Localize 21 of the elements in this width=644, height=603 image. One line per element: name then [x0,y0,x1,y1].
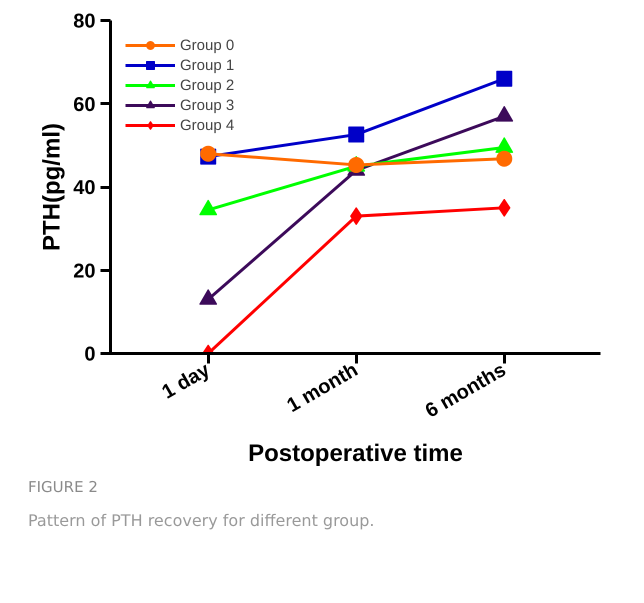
y-tick-label: 80 [73,10,96,32]
point [200,146,216,162]
x-tick-label: 1 day [158,358,214,404]
point [496,70,512,87]
caption: FIGURE 2 [28,477,98,498]
point [348,126,364,143]
y-axis-title: PTH(pg/ml) [38,123,66,251]
legend-label: Group 2 [180,76,234,94]
point [496,150,512,167]
x-axis-title: Postoperative time [248,440,463,467]
point [199,200,218,216]
y-tick-label: 20 [73,260,96,282]
y-tick-label: 0 [84,344,96,366]
text: Pattern of PTH recovery for different group. [28,510,374,532]
y-tick-label: 40 [73,177,96,199]
legend-label: Group 3 [180,96,234,114]
legend-label: Group 0 [180,36,234,54]
legend-label: Group 4 [180,116,234,134]
point [199,289,218,305]
legend-label: Group 1 [180,56,234,74]
y-tick-label: 60 [73,94,96,116]
